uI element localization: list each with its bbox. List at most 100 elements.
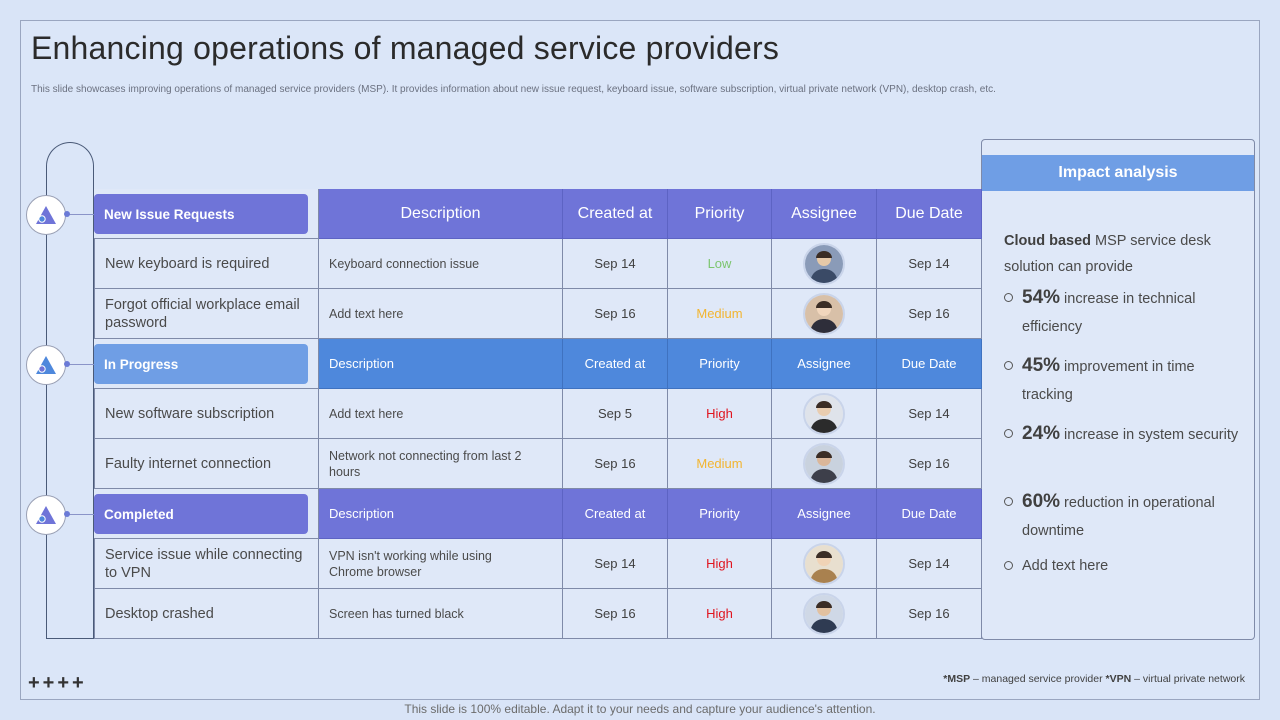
due-date-cell: Sep 14 xyxy=(877,539,982,589)
column-header: Assignee xyxy=(772,339,877,389)
description-cell: Keyboard connection issue xyxy=(319,239,563,289)
stage-node-progress-icon xyxy=(26,345,66,385)
impact-item: 24% increase in system security xyxy=(1004,420,1244,449)
impact-description: improvement in time tracking xyxy=(1022,359,1195,403)
stage-dot xyxy=(64,511,70,517)
impact-text: 24% increase in system security xyxy=(1022,420,1244,449)
impact-text: 45% improvement in time tracking xyxy=(1022,352,1244,409)
section-label: New Issue Requests xyxy=(94,194,308,234)
description-cell: Add text here xyxy=(319,389,563,439)
impact-percent: 54% xyxy=(1022,287,1061,308)
impact-description: reduction in operational downtime xyxy=(1022,495,1215,539)
priority-cell: High xyxy=(668,589,772,639)
description-cell: Network not connecting from last 2 hours xyxy=(319,439,563,489)
due-date-cell: Sep 16 xyxy=(877,289,982,339)
timeline-bottom xyxy=(46,638,94,639)
description-cell: VPN isn't working while using Chrome bro… xyxy=(319,539,563,589)
due-date-cell: Sep 14 xyxy=(877,389,982,439)
section-label: Completed xyxy=(94,494,308,534)
impact-text: Add text here xyxy=(1022,552,1244,580)
stage-connector xyxy=(68,514,94,515)
column-header: Created at xyxy=(563,189,668,239)
priority-cell: High xyxy=(668,389,772,439)
column-header: Due Date xyxy=(877,489,982,539)
created-cell: Sep 16 xyxy=(563,289,668,339)
description-cell: Add text here xyxy=(319,289,563,339)
priority-cell: High xyxy=(668,539,772,589)
task-cell: New software subscription xyxy=(94,389,319,439)
column-header: Description xyxy=(319,339,563,389)
footer-note: This slide is 100% editable. Adapt it to… xyxy=(404,702,876,716)
column-header: Assignee xyxy=(772,189,877,239)
impact-description: increase in technical efficiency xyxy=(1022,291,1196,335)
assignee-avatar xyxy=(803,392,845,435)
assignee-cell xyxy=(772,539,877,589)
impact-percent: 24% xyxy=(1022,423,1061,444)
stage-dot xyxy=(64,361,70,367)
created-cell: Sep 16 xyxy=(563,439,668,489)
bullet-circle-icon xyxy=(1004,429,1013,438)
column-header: Description xyxy=(319,189,563,239)
assignee-avatar xyxy=(803,242,845,285)
created-cell: Sep 16 xyxy=(563,589,668,639)
page-subtitle: This slide showcases improving operation… xyxy=(31,84,996,95)
assignee-avatar xyxy=(803,292,845,335)
impact-description: increase in system security xyxy=(1060,427,1239,443)
bullet-circle-icon xyxy=(1004,293,1013,302)
created-cell: Sep 14 xyxy=(563,239,668,289)
impact-description: Add text here xyxy=(1022,558,1109,574)
task-cell: Service issue while connecting to VPN xyxy=(94,539,319,589)
task-cell: Faulty internet connection xyxy=(94,439,319,489)
timeline-track xyxy=(46,142,94,639)
impact-item: 60% reduction in operational downtime xyxy=(1004,488,1244,545)
priority-cell: Medium xyxy=(668,289,772,339)
plus-marks: ++++ xyxy=(28,672,87,694)
page-title: Enhancing operations of managed service … xyxy=(31,30,780,66)
impact-item: 45% improvement in time tracking xyxy=(1004,352,1244,409)
impact-item: 54% increase in technical efficiency xyxy=(1004,284,1244,341)
column-header: Priority xyxy=(668,339,772,389)
column-header: Created at xyxy=(563,339,668,389)
impact-title: Impact analysis xyxy=(982,155,1254,191)
created-cell: Sep 5 xyxy=(563,389,668,439)
task-cell: New keyboard is required xyxy=(94,239,319,289)
stage-connector xyxy=(68,364,94,365)
due-date-cell: Sep 16 xyxy=(877,589,982,639)
impact-text: 60% reduction in operational downtime xyxy=(1022,488,1244,545)
impact-intro: Cloud based MSP service desk solution ca… xyxy=(1004,233,1211,275)
impact-panel: Impact analysis Cloud based MSP service … xyxy=(981,139,1255,640)
description-cell: Screen has turned black xyxy=(319,589,563,639)
assignee-cell xyxy=(772,389,877,439)
column-header: Due Date xyxy=(877,189,982,239)
section-label: In Progress xyxy=(94,344,308,384)
priority-cell: Low xyxy=(668,239,772,289)
column-header: Due Date xyxy=(877,339,982,389)
assignee-avatar xyxy=(803,442,845,485)
impact-percent: 60% xyxy=(1022,491,1061,512)
stage-node-new-icon xyxy=(26,195,66,235)
assignee-cell xyxy=(772,289,877,339)
stage-node-completed-icon xyxy=(26,495,66,535)
impact-percent: 45% xyxy=(1022,355,1061,376)
column-header: Description xyxy=(319,489,563,539)
assignee-cell xyxy=(772,589,877,639)
due-date-cell: Sep 16 xyxy=(877,439,982,489)
column-header: Assignee xyxy=(772,489,877,539)
footnote: *MSP – managed service provider *VPN – v… xyxy=(943,673,1245,685)
task-cell: Forgot official workplace email password xyxy=(94,289,319,339)
bullet-circle-icon xyxy=(1004,561,1013,570)
assignee-avatar xyxy=(803,592,845,635)
assignee-cell xyxy=(772,239,877,289)
column-header: Priority xyxy=(668,489,772,539)
created-cell: Sep 14 xyxy=(563,539,668,589)
column-header: Created at xyxy=(563,489,668,539)
bullet-circle-icon xyxy=(1004,497,1013,506)
column-header: Priority xyxy=(668,189,772,239)
priority-cell: Medium xyxy=(668,439,772,489)
stage-connector xyxy=(68,214,94,215)
bullet-circle-icon xyxy=(1004,361,1013,370)
assignee-cell xyxy=(772,439,877,489)
due-date-cell: Sep 14 xyxy=(877,239,982,289)
assignee-avatar xyxy=(803,542,845,585)
task-cell: Desktop crashed xyxy=(94,589,319,639)
